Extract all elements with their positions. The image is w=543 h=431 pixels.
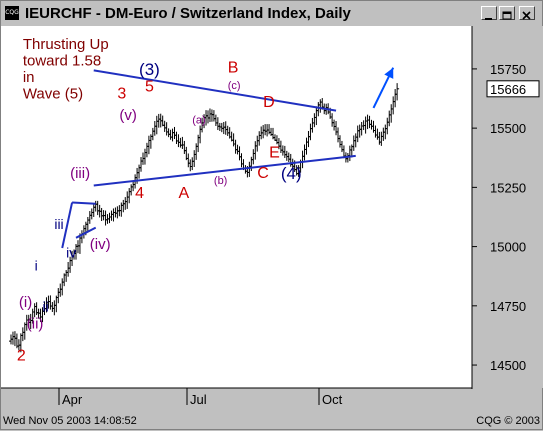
wave-label: (v): [119, 107, 137, 124]
wave-label: A: [178, 185, 189, 202]
status-bar: Wed Nov 05 2003 14:08:52 CQG © 2003: [1, 413, 543, 431]
title-bar[interactable]: CQG IEURCHF - DM-Euro / Switzerland Inde…: [3, 3, 541, 25]
maximize-icon: [502, 11, 512, 20]
breakout-arrow-head: [384, 67, 394, 79]
wave-label: i: [35, 257, 38, 273]
close-button[interactable]: [519, 6, 535, 20]
time-axis-panel: [1, 389, 472, 411]
price-tick-label: 15500: [490, 121, 526, 136]
wave-label: Thrusting Up: [23, 36, 109, 53]
plot-area: [1, 26, 472, 388]
price-tick-label: 15750: [490, 62, 526, 77]
trendline: [75, 226, 97, 239]
status-timestamp: Wed Nov 05 2003 14:08:52: [3, 415, 137, 427]
wave-label: toward 1.58: [23, 52, 101, 69]
wave-label: E: [269, 145, 280, 162]
window-title: IEURCHF - DM-Euro / Switzerland Index, D…: [25, 5, 351, 22]
wave-label: (i): [19, 294, 32, 311]
wave-label: C: [257, 165, 269, 182]
wave-label: iv: [66, 244, 76, 260]
minimize-button[interactable]: [481, 6, 497, 20]
wave-label: 2: [17, 347, 26, 364]
trendline: [72, 201, 96, 205]
close-icon: [522, 11, 531, 20]
wave-label: 5: [145, 78, 154, 95]
time-tick-label: Apr: [62, 392, 83, 407]
wave-label: D: [263, 94, 275, 111]
wave-label: (a): [192, 114, 205, 126]
maximize-button[interactable]: [499, 6, 515, 20]
wave-trendlines: [61, 67, 395, 249]
wave-label: (iii): [70, 165, 90, 182]
wave-label: (4): [281, 164, 302, 183]
wave-label: (c): [228, 80, 241, 92]
wave-label: (3): [139, 60, 160, 79]
wave-label: Wave (5): [23, 86, 83, 103]
wave-label: (iv): [90, 236, 111, 253]
price-tick-label: 14500: [490, 358, 526, 373]
price-tick-label: 15250: [490, 180, 526, 195]
price-tick-label: 14750: [490, 299, 526, 314]
wave-label: (ii): [27, 315, 44, 332]
price-axis-panel: [473, 26, 543, 388]
minimize-icon: [485, 18, 492, 20]
wave-label: B: [228, 59, 239, 76]
price-tick-label: 15000: [490, 240, 526, 255]
wave-label: ii: [43, 299, 49, 315]
price-axis: 14500 14750 15000 15250 15500 15750 15666: [472, 62, 540, 373]
time-axis: Apr Jul Oct: [58, 388, 343, 407]
trendline: [93, 154, 356, 187]
wave-label: (b): [214, 175, 227, 187]
last-price-label: 15666: [490, 82, 526, 97]
ohlc-bar: [395, 83, 400, 101]
trendline: [61, 202, 74, 249]
wave-label: in: [23, 69, 35, 86]
wave-label: 4: [135, 185, 144, 202]
time-tick-label: Jul: [190, 392, 207, 407]
wave-label: iii: [54, 216, 63, 232]
last-price-box: [486, 80, 540, 98]
status-copyright: CQG © 2003: [476, 415, 540, 427]
time-tick-label: Oct: [322, 392, 343, 407]
wave-label: 3: [117, 86, 126, 103]
cqg-app-icon[interactable]: CQG: [5, 6, 19, 20]
trendline: [93, 69, 337, 112]
